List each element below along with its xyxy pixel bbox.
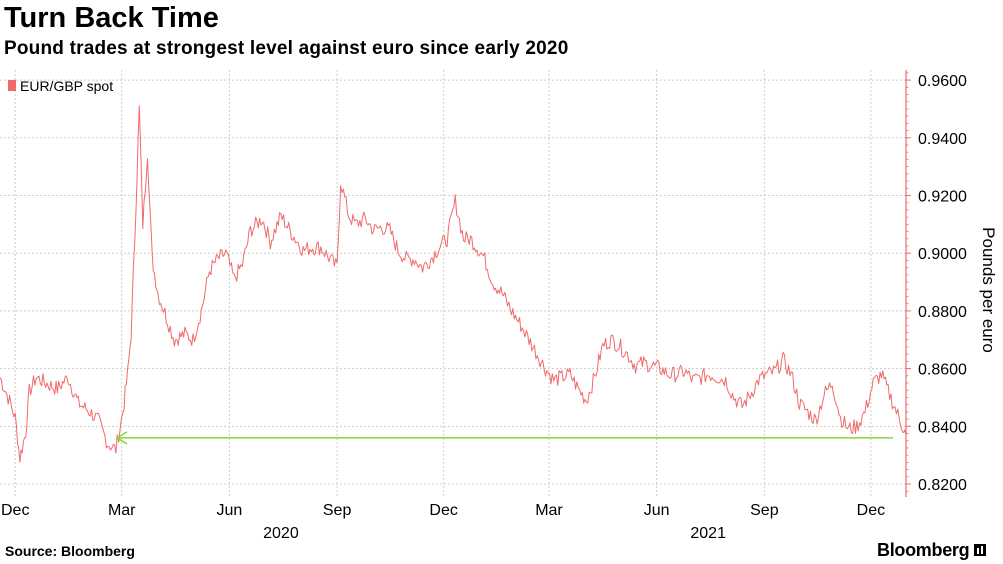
y-axis: 0.8200 0.8400 0.8600 0.8800 0.9000 0.9200 0.94…	[905, 70, 967, 497]
x-tick-label: Mar	[535, 502, 563, 519]
gridlines	[0, 70, 906, 497]
x-tick-label: Dec	[1, 502, 29, 519]
x-tick-label: Mar	[108, 502, 136, 519]
chart-subtitle: Pound trades at strongest level against …	[4, 38, 569, 59]
brand-name: Bloomberg	[877, 540, 970, 560]
x-year-label: 2021	[690, 525, 726, 542]
y-tick-label: 0.8200	[918, 477, 967, 494]
series-layer	[0, 105, 907, 463]
series-line-eur-gbp	[0, 105, 907, 463]
x-tick-label: Sep	[323, 502, 352, 519]
y-tick-label: 0.8800	[918, 304, 967, 321]
x-axis: Dec Mar Jun Sep Dec Mar Jun Sep Dec 2020 2021	[1, 502, 885, 542]
x-tick-label: Jun	[217, 502, 243, 519]
y-tick-label: 0.8600	[918, 362, 967, 379]
bloomberg-logo: Bloomberg	[877, 540, 987, 561]
y-tick-label: 0.9200	[918, 189, 967, 206]
bar-chart-icon	[974, 544, 987, 556]
y-axis-title: Pounds per euro	[979, 227, 998, 353]
x-tick-label: Dec	[429, 502, 457, 519]
legend: EUR/GBP spot	[8, 78, 113, 94]
annotations	[115, 431, 894, 445]
chart-title: Turn Back Time	[4, 2, 219, 34]
legend-swatch	[8, 80, 16, 91]
y-tick-label: 0.9000	[918, 246, 967, 263]
x-tick-label: Jun	[644, 502, 670, 519]
arrow-head	[115, 431, 128, 445]
x-tick-label: Dec	[857, 502, 885, 519]
source-note: Source: Bloomberg	[5, 543, 135, 559]
y-tick-label: 0.8400	[918, 419, 967, 436]
y-tick-label: 0.9600	[918, 73, 967, 90]
y-tick-label: 0.9400	[918, 131, 967, 148]
x-year-label: 2020	[263, 525, 299, 542]
legend-label: EUR/GBP spot	[20, 78, 113, 94]
x-tick-label: Sep	[750, 502, 779, 519]
